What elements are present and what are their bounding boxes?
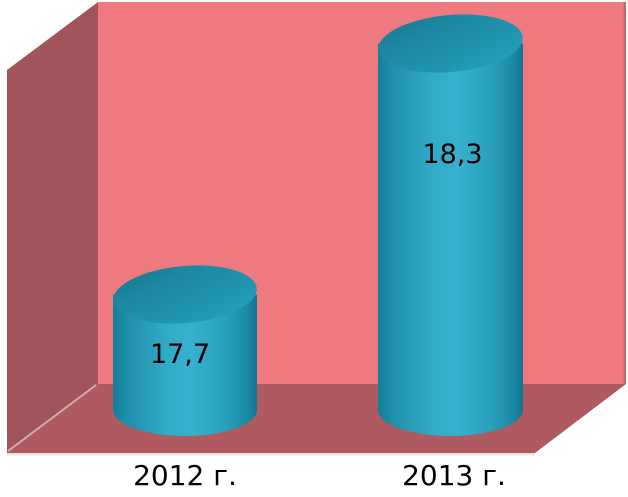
cylinder-2013-body <box>378 43 523 437</box>
cylinder-2012 <box>113 265 257 436</box>
back-wall-right-edge <box>623 2 626 384</box>
category-label-2012: 2012 г. <box>133 459 237 492</box>
floor-left-edge-highlight <box>7 384 97 452</box>
category-label-2013: 2013 г. <box>402 459 506 492</box>
floor-front-shadow <box>7 453 535 456</box>
cylinder-2013 <box>378 14 523 437</box>
cylinder-2013-top <box>378 14 523 73</box>
cylinder-2012-body <box>113 294 257 436</box>
side-wall <box>7 2 98 453</box>
value-label-2013: 18,3 <box>422 139 483 170</box>
floor <box>7 384 626 453</box>
value-label-2012: 17,7 <box>149 339 211 370</box>
cylinder-2012-top <box>113 265 257 324</box>
